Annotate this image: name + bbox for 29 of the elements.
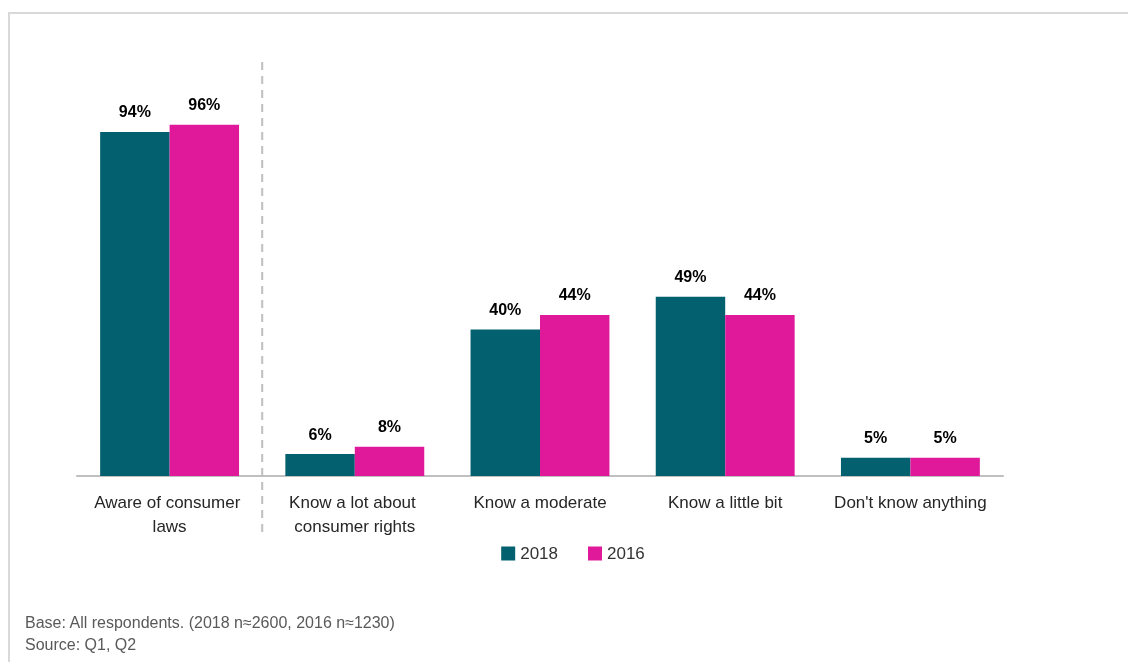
x-tick-label: Know a lot about consumer rights [289, 492, 421, 536]
legend-label: 2018 [520, 544, 559, 563]
data-label: 49% [674, 268, 707, 286]
legend-label: 2016 [607, 544, 645, 563]
x-tick-label: Know a little bit [668, 492, 783, 512]
bar [840, 457, 911, 476]
bar [540, 314, 610, 476]
bar [285, 454, 355, 476]
data-label: 6% [308, 425, 332, 443]
data-label: 8% [377, 418, 402, 436]
data-label: 44% [743, 286, 776, 304]
bar [655, 296, 726, 476]
data-label: 40% [489, 301, 522, 319]
bar [470, 329, 540, 476]
data-label: 5% [933, 429, 957, 447]
x-tick-label: Aware of consumer laws [94, 492, 246, 536]
data-label: 94% [118, 103, 151, 121]
bar [100, 131, 170, 476]
text: Base: All respondents. (2018 n≈2600, 2016 n≈1230) [25, 613, 395, 631]
bar [725, 314, 795, 476]
x-tick-label: Know a moderate [473, 492, 607, 512]
bar [910, 457, 980, 476]
data-label: 5% [864, 429, 888, 447]
data-label: 96% [188, 96, 221, 114]
data-label: 44% [558, 286, 591, 304]
source-note: Source: Q1, Q2 [25, 635, 137, 653]
x-tick-label: Don't know anything [834, 492, 987, 512]
bar [169, 124, 240, 476]
bar [354, 446, 425, 476]
